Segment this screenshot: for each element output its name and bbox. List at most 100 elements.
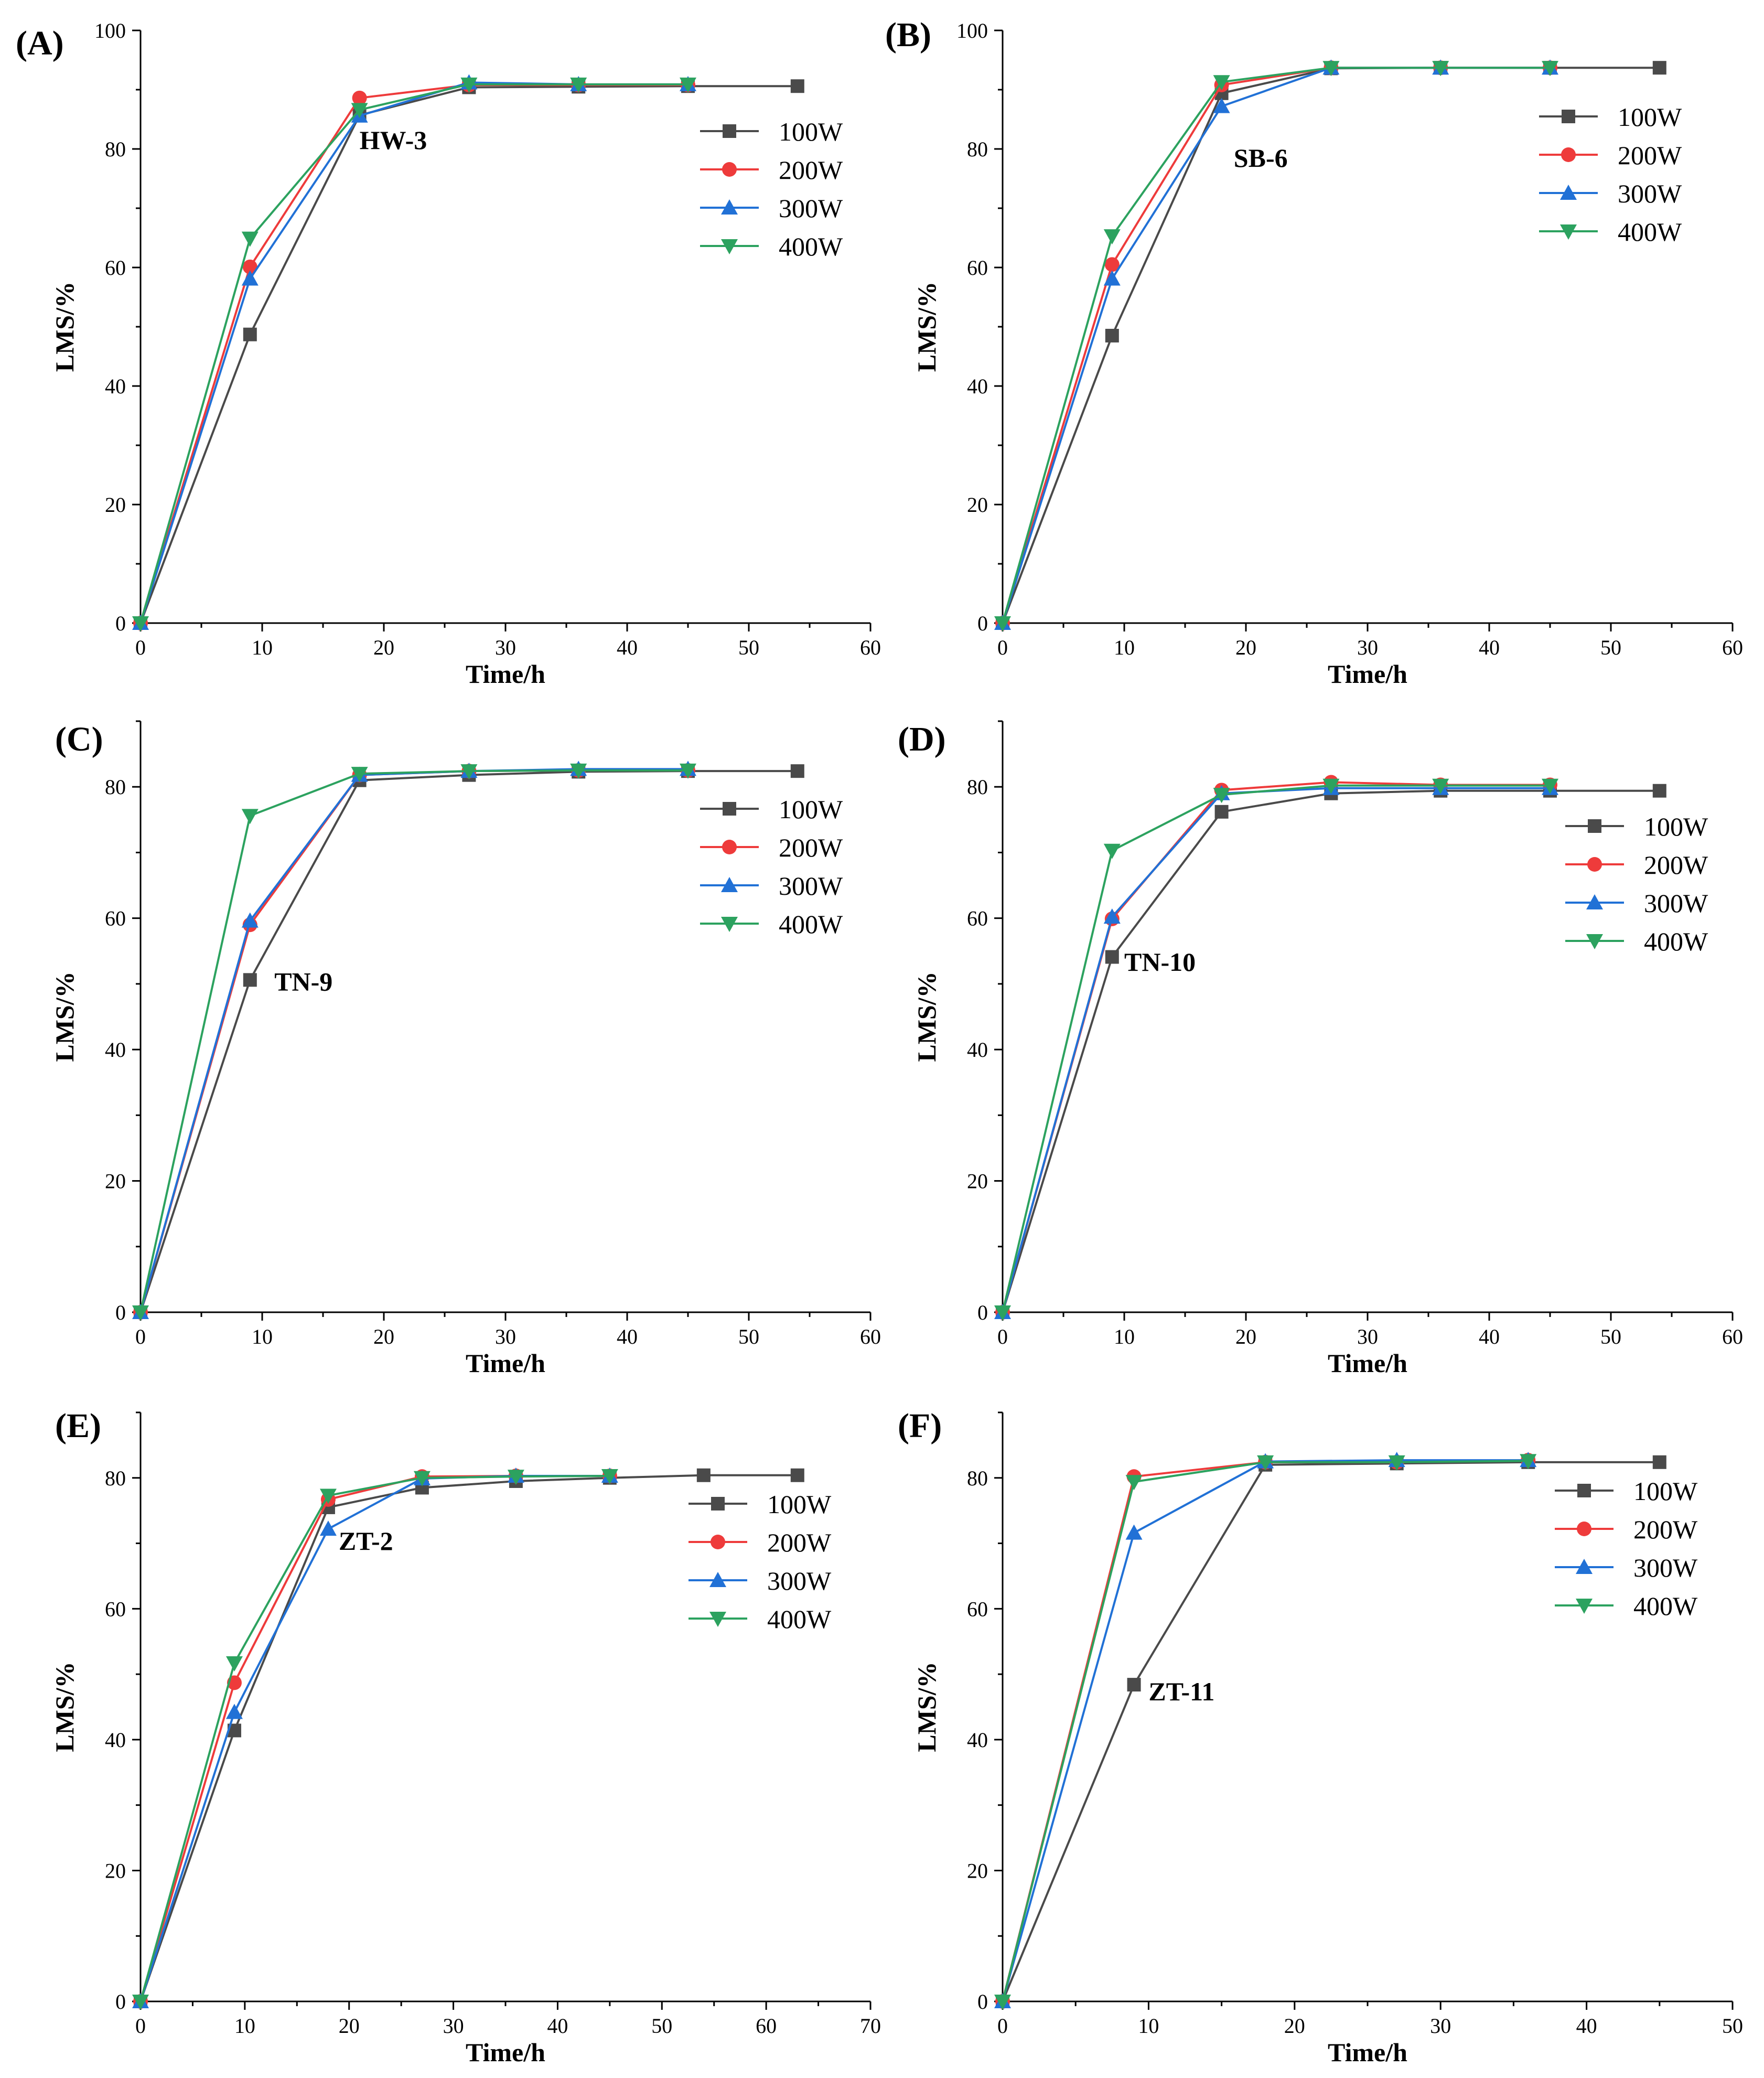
- x-tick-label: 20: [373, 1325, 394, 1348]
- panel-label: (C): [55, 720, 103, 758]
- legend-label: 100W: [779, 795, 843, 824]
- legend-label: 200W: [779, 155, 843, 185]
- y-tick-label: 60: [967, 907, 988, 930]
- data-point-400W: [1432, 778, 1449, 794]
- data-point-200W: [352, 90, 367, 105]
- legend-marker: [709, 1612, 726, 1627]
- data-point-300W: [1103, 270, 1121, 286]
- legend-marker: [1586, 934, 1603, 949]
- data-point-400W: [319, 1488, 337, 1504]
- x-tick-label: 0: [997, 1325, 1008, 1348]
- data-point-400W: [413, 1471, 431, 1486]
- series-line-100W: [1002, 1461, 1660, 2002]
- legend-marker: [709, 1572, 726, 1587]
- data-point-400W: [1520, 1454, 1537, 1470]
- data-point-100W: [790, 79, 804, 93]
- legend-label: 100W: [1644, 812, 1708, 841]
- y-axis-title: LMS/%: [50, 1662, 79, 1752]
- x-tick-label: 50: [1600, 1325, 1621, 1348]
- data-point-400W: [351, 103, 368, 119]
- legend: 100W 200W 300W 400W: [700, 117, 843, 261]
- x-tick-label: 40: [547, 2014, 568, 2038]
- data-point-300W: [241, 912, 259, 928]
- y-tick-label: 0: [977, 612, 988, 635]
- x-axis-title: Time/h: [466, 1348, 545, 1378]
- data-point-100W: [696, 1468, 711, 1482]
- y-tick-label: 100: [94, 19, 126, 42]
- x-tick-label: 10: [234, 2014, 255, 2038]
- x-tick-label: 70: [860, 2014, 881, 2038]
- legend-marker: [1560, 185, 1577, 200]
- legend-marker: [1560, 224, 1577, 240]
- series-line-400W: [139, 83, 688, 624]
- legend-label: 200W: [1644, 850, 1708, 880]
- data-point-400W: [680, 77, 696, 93]
- y-tick-label: 40: [105, 1728, 126, 1752]
- y-tick-label: 20: [105, 1170, 126, 1193]
- y-tick-label: 0: [115, 612, 126, 635]
- panel-label: (E): [55, 1407, 101, 1445]
- x-tick-label: 50: [1600, 636, 1621, 659]
- x-tick-label: 20: [373, 636, 394, 659]
- legend-marker: [721, 917, 738, 932]
- legend-marker: [721, 877, 738, 892]
- legend-label: 200W: [779, 833, 843, 862]
- x-tick-label: 10: [1138, 2014, 1159, 2038]
- y-axis-title: LMS/%: [912, 282, 941, 372]
- y-tick-label: 100: [956, 19, 988, 42]
- panel-label: (B): [885, 16, 931, 54]
- panel-label: (F): [898, 1407, 942, 1445]
- data-point-400W: [1322, 61, 1340, 77]
- y-axis-title: LMS/%: [50, 282, 79, 372]
- x-tick-label: 40: [617, 636, 638, 659]
- legend-marker: [711, 1535, 725, 1549]
- data-point-400W: [132, 1305, 149, 1321]
- x-tick-label: 0: [135, 1325, 146, 1348]
- x-tick-label: 50: [738, 1325, 759, 1348]
- y-tick-label: 40: [967, 1728, 988, 1752]
- legend-label: 100W: [1618, 102, 1682, 132]
- x-tick-label: 60: [756, 2014, 777, 2038]
- legend-label: 400W: [779, 232, 843, 261]
- x-tick-label: 0: [135, 2014, 146, 2038]
- legend-label: 400W: [767, 1604, 832, 1634]
- data-point-300W: [225, 1704, 243, 1719]
- legend-label: 100W: [1633, 1476, 1698, 1506]
- y-axis-title: LMS/%: [912, 971, 941, 1062]
- chart-panel-2: 0 10 20 30 40 50 60 0 20 40 60 80 Time/h LMS/% (C) TN-9…: [50, 720, 881, 1378]
- data-point-400W: [1103, 843, 1121, 859]
- legend-marker: [1561, 147, 1576, 162]
- data-point-400W: [1388, 1455, 1405, 1471]
- x-tick-label: 10: [1114, 636, 1135, 659]
- series-line-400W: [139, 769, 688, 1313]
- legend-marker: [1587, 857, 1602, 872]
- data-point-100W: [1105, 950, 1119, 964]
- x-axis-title: Time/h: [1328, 659, 1407, 689]
- legend-marker: [722, 840, 737, 854]
- x-tick-label: 0: [997, 636, 1008, 659]
- y-tick-label: 40: [105, 374, 126, 398]
- y-tick-label: 0: [977, 1990, 988, 2013]
- legend-marker: [1576, 1559, 1593, 1574]
- series-line-400W: [1002, 1460, 1529, 2002]
- y-tick-label: 60: [105, 256, 126, 280]
- x-tick-label: 30: [495, 636, 516, 659]
- series-line-200W: [1002, 1459, 1529, 2002]
- x-tick-label: 20: [1284, 2014, 1305, 2038]
- x-tick-label: 30: [1357, 1325, 1378, 1348]
- legend-marker: [1586, 894, 1603, 909]
- data-point-400W: [507, 1470, 524, 1485]
- y-axis-title: LMS/%: [50, 971, 79, 1062]
- data-point-200W: [1104, 257, 1120, 272]
- series-line-100W: [1002, 789, 1660, 1313]
- series-line-300W: [1002, 787, 1550, 1313]
- x-tick-label: 40: [1576, 2014, 1597, 2038]
- y-tick-label: 80: [967, 1466, 988, 1490]
- legend: 100W 200W 300W 400W: [1555, 1476, 1698, 1621]
- data-point-400W: [1322, 778, 1340, 794]
- legend-marker: [711, 1497, 725, 1511]
- chart-panel-3: 0 10 20 30 40 50 60 0 20 40 60 80 Time/h LMS/% (D) TN-1…: [898, 720, 1743, 1378]
- series-line-300W: [1002, 1459, 1529, 2002]
- x-tick-label: 0: [997, 2014, 1008, 2038]
- legend-marker: [1588, 819, 1601, 833]
